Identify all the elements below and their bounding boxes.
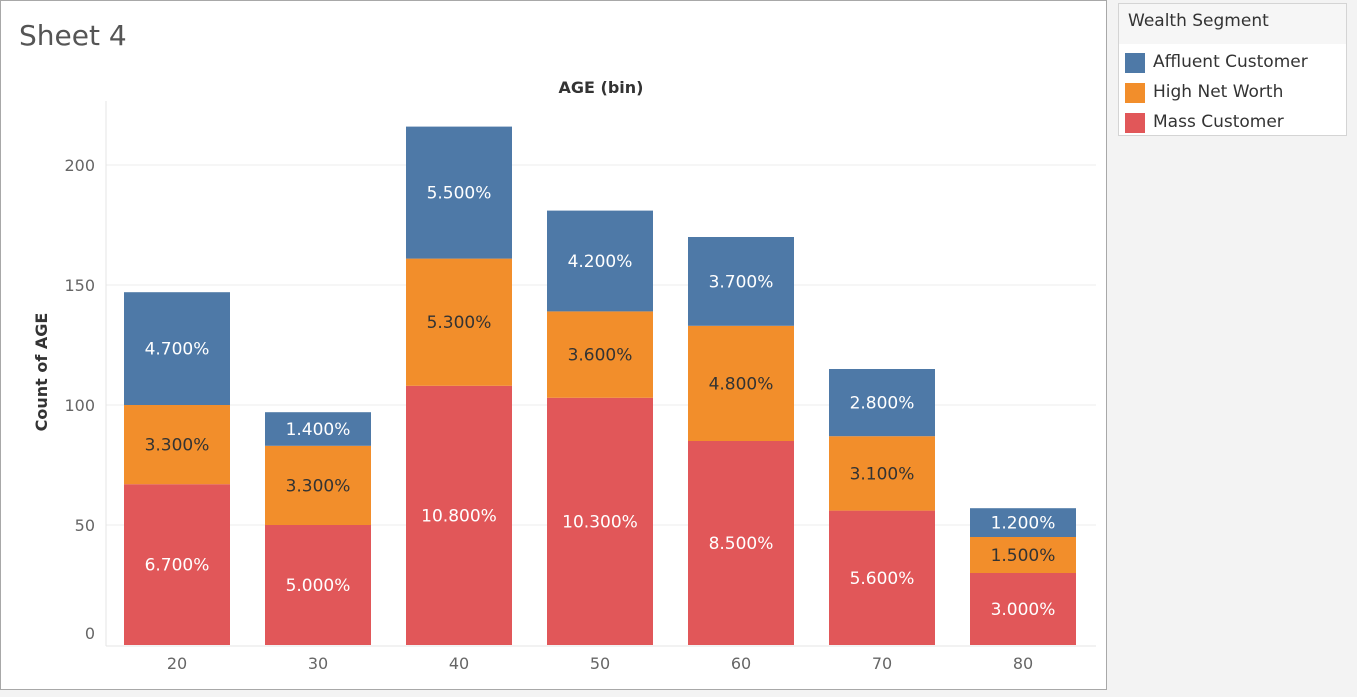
bar-data-label: 1.500% xyxy=(991,546,1056,566)
bar-data-label: 4.800% xyxy=(709,374,774,394)
worksheet: Sheet 4 6.700% 3.300% 4.700% 5.000% 3.300% 1.… xyxy=(0,0,1107,690)
bar-data-label: 10.800% xyxy=(421,506,497,526)
stacked-bar-chart: 6.700% 3.300% 4.700% 5.000% 3.300% 1.400% 10.8… xyxy=(32,78,1096,673)
x-tick-label: 70 xyxy=(872,654,892,673)
bar-data-label: 8.500% xyxy=(709,534,774,554)
legend-title: Wealth Segment xyxy=(1128,11,1269,31)
bar-segment[interactable] xyxy=(829,510,935,645)
x-tick-label: 80 xyxy=(1013,654,1033,673)
bar-data-label: 1.400% xyxy=(286,420,351,440)
bar-segment[interactable] xyxy=(124,292,230,405)
bar-segment[interactable] xyxy=(406,258,512,386)
bar-data-label: 10.300% xyxy=(562,512,638,532)
bar-data-label: 5.600% xyxy=(850,569,915,589)
legend-header xyxy=(1119,4,1346,44)
bar-data-label: 3.300% xyxy=(145,436,210,456)
bars xyxy=(124,126,1076,645)
bar-segment[interactable] xyxy=(547,210,653,312)
bar-segment[interactable] xyxy=(688,237,794,326)
axes: 0 50 100 150 200 20 30 40 50 60 70 80 xyxy=(64,101,1096,673)
bar-segment[interactable] xyxy=(265,412,371,446)
bar-segment[interactable] xyxy=(124,405,230,485)
bar-data-label: 5.000% xyxy=(286,576,351,596)
bar-data-label: 4.200% xyxy=(568,252,633,272)
y-tick-label: 200 xyxy=(64,156,95,175)
bar-segment[interactable] xyxy=(406,385,512,645)
bar-data-label: 3.000% xyxy=(991,600,1056,620)
bar-segment[interactable] xyxy=(970,508,1076,537)
bar-segment[interactable] xyxy=(265,525,371,645)
y-tick-label: 150 xyxy=(64,276,95,295)
y-tick-label: 50 xyxy=(75,516,95,535)
bar-segment[interactable] xyxy=(547,397,653,645)
x-tick-label: 20 xyxy=(167,654,187,673)
bar-segment[interactable] xyxy=(688,441,794,645)
bar-data-label: 1.200% xyxy=(991,514,1056,534)
sheet-title: Sheet 4 xyxy=(19,19,127,52)
bar-data-label: 3.700% xyxy=(709,272,774,292)
bar-segment[interactable] xyxy=(124,484,230,645)
bar-data-label: 4.700% xyxy=(145,340,210,360)
legend-label: High Net Worth xyxy=(1153,82,1284,102)
chart-title: AGE (bin) xyxy=(559,78,644,97)
bar-labels: 6.700% 3.300% 4.700% 5.000% 3.300% 1.400% 10.8… xyxy=(145,184,1056,620)
bar-segment[interactable] xyxy=(547,311,653,398)
bar-segment[interactable] xyxy=(829,369,935,437)
y-tick-label: 100 xyxy=(64,396,95,415)
x-tick-label: 50 xyxy=(590,654,610,673)
x-tick-label: 40 xyxy=(449,654,469,673)
legend: Wealth Segment Affluent Customer High Ne… xyxy=(1118,3,1347,136)
legend-label: Mass Customer xyxy=(1153,112,1284,132)
x-tick-label: 60 xyxy=(731,654,751,673)
bar-data-label: 3.300% xyxy=(286,476,351,496)
bar-data-label: 3.100% xyxy=(850,464,915,484)
bar-segment[interactable] xyxy=(970,537,1076,573)
bar-data-label: 2.800% xyxy=(850,394,915,414)
bar-segment[interactable] xyxy=(406,126,512,259)
bar-data-label: 6.700% xyxy=(145,556,210,576)
bar-segment[interactable] xyxy=(688,325,794,441)
bar-data-label: 3.600% xyxy=(568,346,633,366)
bar-data-label: 5.500% xyxy=(427,184,492,204)
x-tick-label: 30 xyxy=(308,654,328,673)
bar-data-label: 5.300% xyxy=(427,313,492,333)
bar-segment[interactable] xyxy=(970,573,1076,645)
y-tick-label: 0 xyxy=(85,624,95,643)
legend-swatch xyxy=(1125,83,1145,103)
legend-swatch xyxy=(1125,53,1145,73)
y-axis-title: Count of AGE xyxy=(32,313,51,432)
legend-swatch xyxy=(1125,113,1145,133)
bar-segment[interactable] xyxy=(265,445,371,525)
bar-segment[interactable] xyxy=(829,436,935,511)
legend-label: Affluent Customer xyxy=(1153,52,1308,72)
